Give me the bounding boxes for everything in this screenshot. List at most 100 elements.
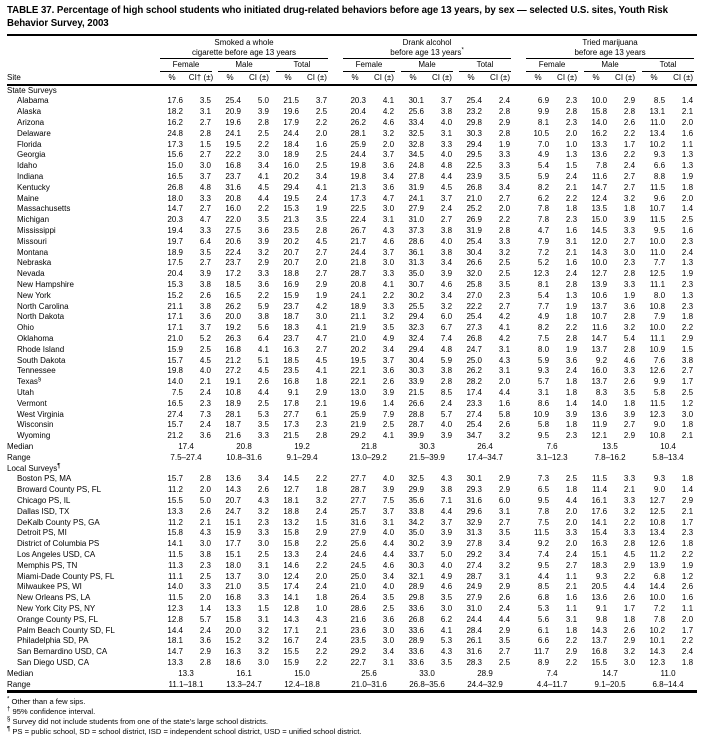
ci-value: 4.0: [440, 420, 453, 430]
site-name: North Dakota: [7, 312, 157, 323]
column-gap: [514, 172, 523, 183]
ci-value: 2.7: [498, 517, 511, 527]
site-name: Orange County PS, FL: [7, 615, 157, 626]
ci-value: 5.8: [498, 409, 511, 419]
percent-value: 15.1: [225, 517, 241, 527]
percent-value: 15.8: [591, 107, 608, 117]
ci-value: 6.7: [440, 323, 453, 333]
median-row: Median 17.4 20.8 19.2 21.8 30.3 26.4 7.6 13.5 10.…: [7, 442, 697, 453]
ci-value: 4.4: [382, 549, 395, 559]
ci-value: 3.8: [199, 280, 211, 290]
ci-value: 2.3: [681, 236, 694, 246]
ci-value: 3.2: [257, 506, 269, 516]
section-header-row: State Surveys: [7, 85, 697, 97]
percent-value: 10.7: [591, 312, 608, 322]
ci-value: 2.0: [565, 128, 578, 138]
column-gap: [514, 140, 523, 151]
ci-value: 2.9: [315, 388, 328, 397]
percent-header: %: [456, 72, 487, 86]
column-gap: [331, 96, 340, 107]
table-row: District of Columbia PS 14.1 3.0 17.7 3.0 15.…: [7, 539, 697, 550]
percent-value: 20.6: [225, 236, 241, 246]
median-value: 16.1: [236, 668, 252, 678]
percent-value: 31.6: [350, 517, 367, 527]
ci-value: 2.0: [315, 258, 328, 268]
site-name-text: Michigan: [17, 215, 50, 225]
percent-value: 20.2: [283, 172, 299, 182]
percent-value: 4.9: [537, 312, 550, 322]
percent-value: 13.7: [591, 377, 608, 387]
ci-header: CI (±): [370, 72, 399, 86]
site-name-text: Los Angeles USD, CA: [17, 549, 96, 559]
ci-value: 3.6: [382, 614, 395, 624]
percent-value: 11.2: [168, 517, 183, 527]
ci-value: 2.7: [498, 301, 511, 311]
ci-value: 3.3: [623, 280, 636, 290]
ci-value: 2.9: [498, 582, 511, 592]
column-gap: [514, 183, 523, 194]
ci-value: 3.0: [623, 247, 636, 257]
ci-value: 2.4: [315, 582, 328, 592]
column-gap: [514, 680, 523, 692]
column-gap: [514, 604, 523, 615]
table-row: Delaware 24.8 2.8 24.1 2.5 24.4 2.0 28.1 3.2 32.5…: [7, 129, 697, 140]
percent-value: 24.1: [350, 290, 367, 300]
ci-value: 2.0: [565, 539, 578, 549]
percent-value: 5.8: [537, 420, 550, 430]
percent-value: 7.7: [537, 301, 550, 311]
percent-value: 23.5: [283, 226, 299, 236]
range-label: Range: [7, 679, 31, 689]
ci-value: 2.2: [681, 636, 694, 646]
percent-value: 13.3: [167, 657, 183, 667]
column-gap: [514, 302, 523, 313]
percent-value: 33.7: [408, 549, 425, 559]
group-header-cigarette: Smoked a whole cigarette before age 13 ye…: [157, 35, 331, 60]
percent-value: 14.4: [167, 625, 183, 635]
ci-value: 2.5: [257, 398, 269, 408]
column-gap: [514, 312, 523, 323]
percent-value: 30.1: [466, 474, 483, 484]
ci-value: 1.5: [315, 517, 328, 527]
ci-value: 3.0: [382, 636, 395, 646]
ci-value: 2.9: [498, 485, 511, 495]
percent-value: 12.6: [649, 539, 666, 549]
percent-value: 26.1: [466, 636, 483, 646]
ci-value: 7.9: [382, 409, 395, 419]
percent-value: 25.4: [466, 236, 483, 246]
column-gap: [514, 636, 523, 647]
ci-value: 3.2: [440, 301, 453, 311]
percent-value: 19.6: [283, 107, 299, 117]
ci-value: 3.1: [440, 128, 453, 138]
percent-value: 11.0: [650, 118, 666, 128]
percent-value: 9.5: [537, 431, 550, 441]
percent-value: 18.0: [167, 193, 183, 203]
ci-value: 4.1: [382, 431, 395, 441]
percent-value: 28.1: [350, 128, 367, 138]
ci-value: 2.4: [199, 388, 211, 397]
ci-value: 2.2: [315, 657, 328, 667]
percent-value: 23.7: [283, 301, 299, 311]
percent-value: 10.1: [649, 636, 666, 646]
ci-value: 4.1: [440, 625, 453, 635]
ci-value: 3.9: [382, 388, 395, 397]
percent-value: 15.5: [283, 647, 299, 657]
ci-value: 1.3: [565, 150, 578, 160]
ci-value: 1.2: [681, 571, 694, 581]
ci-value: 3.0: [199, 539, 211, 549]
ci-value: 4.4: [382, 539, 395, 549]
site-name-text: Philadelphia SD, PA: [17, 636, 89, 646]
ci-value: 3.0: [257, 539, 269, 549]
percent-value: 28.9: [408, 636, 425, 646]
percent-value: 17.1: [167, 323, 183, 333]
percent-value: 19.6: [350, 398, 367, 408]
site-name-text: San Diego USD, CA: [17, 657, 90, 667]
ci-value: 2.9: [681, 495, 694, 505]
ci-value: 2.7: [681, 366, 694, 376]
ci-value: 1.8: [623, 614, 636, 624]
percent-value: 18.9: [283, 150, 299, 160]
ci-value: 7.5: [382, 495, 395, 505]
ci-value: 3.8: [199, 301, 211, 311]
percent-value: 8.1: [537, 280, 550, 290]
table-row: Philadelphia SD, PA 18.1 3.6 15.2 3.2 16.7 2.4…: [7, 636, 697, 647]
percent-value: 11.9: [592, 420, 608, 430]
